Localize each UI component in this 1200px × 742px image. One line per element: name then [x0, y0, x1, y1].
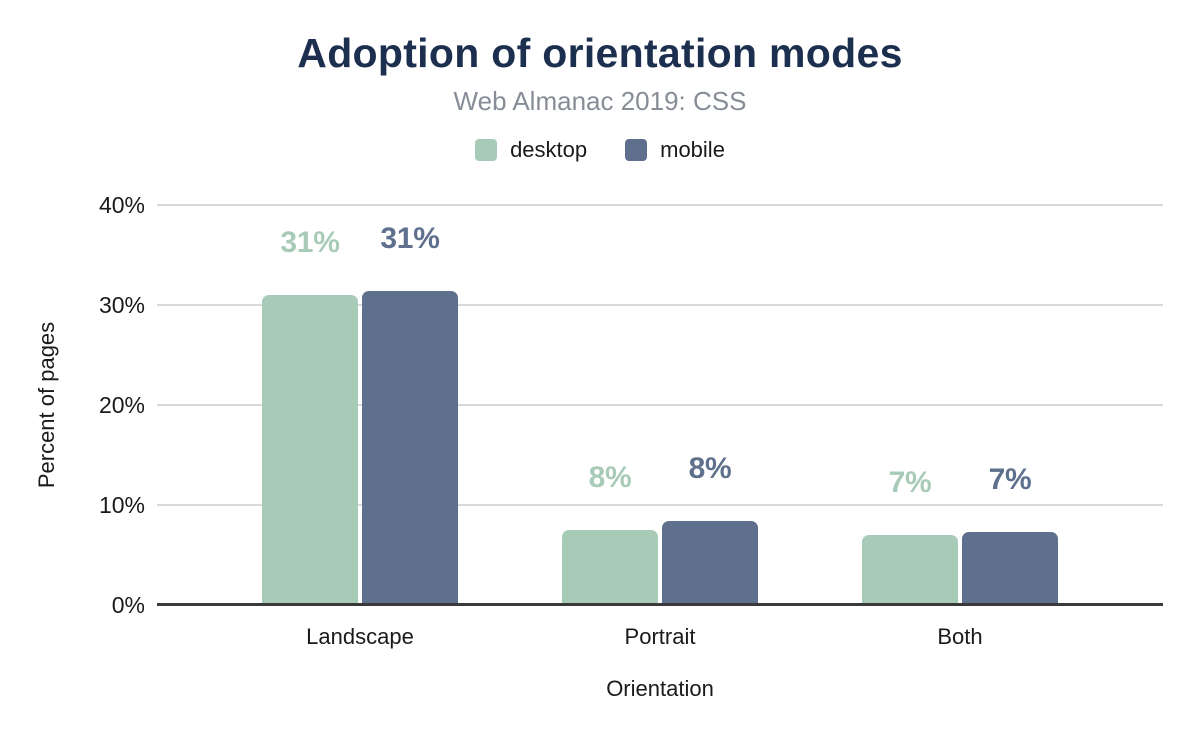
bar-label-mobile-both: 7% — [988, 463, 1032, 496]
x-category-label-landscape: Landscape — [306, 624, 414, 649]
bar-label-desktop-landscape: 31% — [280, 226, 340, 259]
x-axis-title: Orientation — [606, 676, 714, 701]
bar-label-desktop-portrait: 8% — [588, 461, 632, 494]
legend-label-mobile: mobile — [660, 137, 725, 162]
legend-item-desktop: desktop — [475, 137, 587, 163]
mobile-swatch-icon — [625, 139, 648, 161]
y-tick-label-10%: 10% — [98, 492, 145, 518]
bar-mobile-landscape — [362, 291, 458, 605]
x-category-label-both: Both — [937, 624, 983, 649]
y-axis-title: Percent of pages — [34, 321, 59, 489]
bar-label-mobile-landscape: 31% — [380, 222, 440, 255]
bar-label-mobile-portrait: 8% — [688, 452, 732, 485]
legend-label-desktop: desktop — [510, 137, 588, 162]
gridline-40% — [157, 204, 1163, 206]
bar-mobile-both — [962, 532, 1058, 605]
bar-label-desktop-both: 7% — [888, 466, 932, 499]
chart-title: Adoption of orientation modes — [297, 30, 903, 76]
legend-item-mobile: mobile — [625, 137, 725, 163]
bar-desktop-both — [862, 535, 958, 605]
gridline-30% — [157, 304, 1163, 306]
plot-area: 31% 31% 8% 8% 7% 7% — [157, 204, 1163, 606]
bar-mobile-portrait — [662, 521, 758, 605]
bar-desktop-portrait — [562, 530, 658, 605]
y-tick-label-0%: 0% — [111, 592, 145, 618]
chart-subtitle: Web Almanac 2019: CSS — [453, 86, 747, 116]
desktop-swatch-icon — [475, 139, 498, 161]
gridline-20% — [157, 404, 1163, 406]
x-category-label-portrait: Portrait — [624, 624, 696, 649]
legend: desktop mobile — [0, 137, 1200, 163]
y-tick-label-30%: 30% — [98, 292, 145, 318]
y-tick-label-20%: 20% — [98, 392, 145, 418]
gridline-10% — [157, 504, 1163, 506]
y-tick-label-40%: 40% — [98, 192, 145, 218]
bar-desktop-landscape — [262, 295, 358, 605]
x-axis-baseline — [157, 603, 1163, 606]
